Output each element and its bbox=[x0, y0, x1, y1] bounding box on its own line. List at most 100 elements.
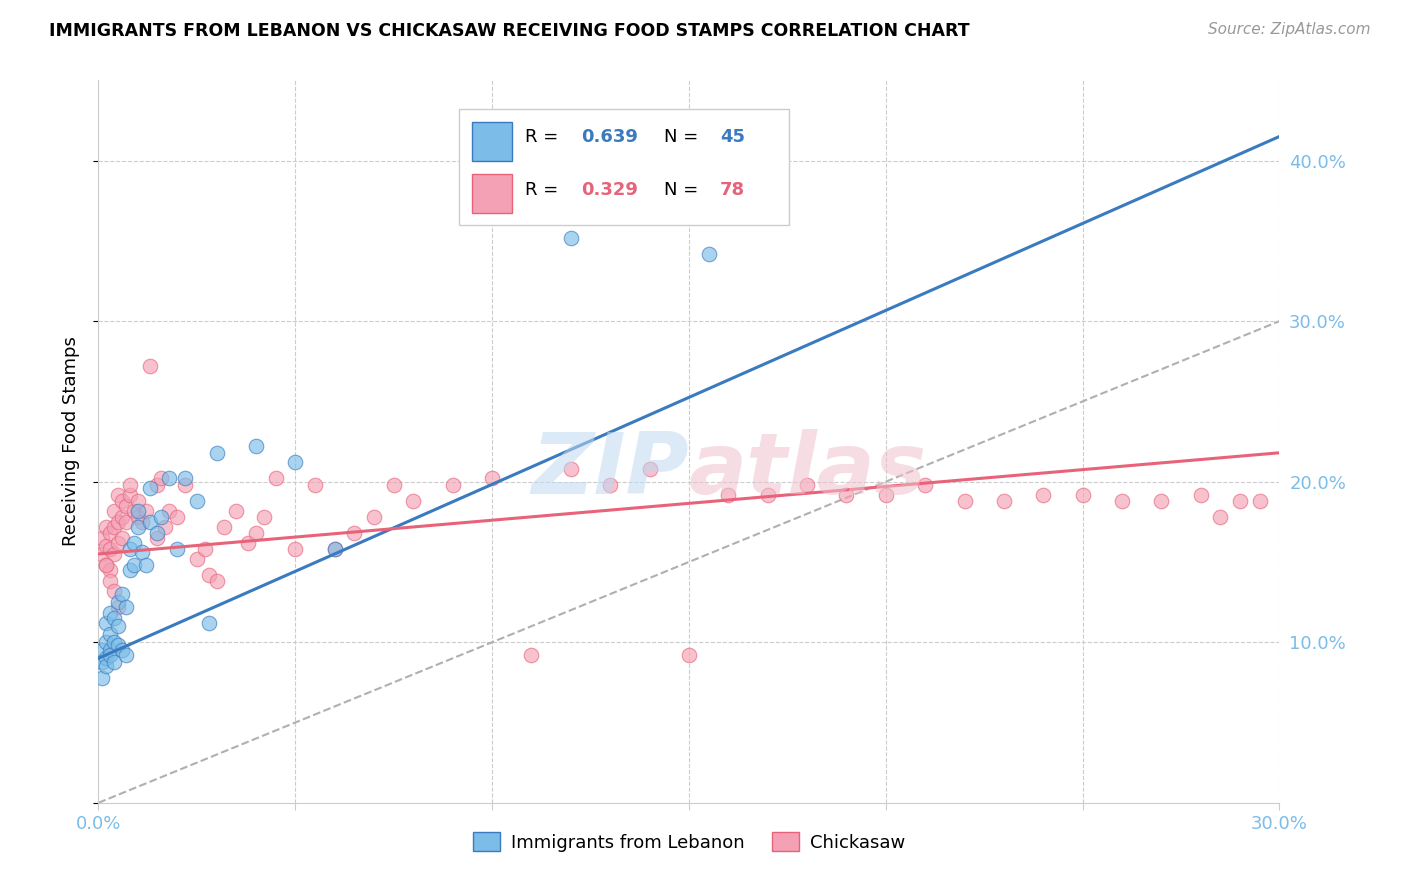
Point bbox=[107, 595, 129, 609]
Point bbox=[197, 567, 219, 582]
Point bbox=[284, 542, 307, 557]
Point bbox=[796, 478, 818, 492]
Point bbox=[1249, 494, 1271, 508]
Point bbox=[264, 471, 287, 485]
Point bbox=[756, 487, 779, 501]
Point bbox=[1209, 510, 1232, 524]
Point bbox=[1150, 494, 1173, 508]
Point bbox=[107, 487, 129, 501]
Point bbox=[441, 478, 464, 492]
Point bbox=[135, 503, 157, 517]
Point bbox=[96, 651, 118, 665]
Point bbox=[91, 671, 114, 685]
Legend: Immigrants from Lebanon, Chickasaw: Immigrants from Lebanon, Chickasaw bbox=[465, 825, 912, 859]
Point bbox=[111, 643, 134, 657]
Point bbox=[245, 439, 267, 453]
Point bbox=[284, 455, 307, 469]
Point bbox=[103, 503, 125, 517]
Point bbox=[1111, 494, 1133, 508]
Point bbox=[111, 510, 134, 524]
Point bbox=[560, 230, 582, 244]
Point bbox=[96, 659, 118, 673]
Point bbox=[122, 535, 145, 549]
Point bbox=[131, 545, 153, 559]
Point bbox=[98, 648, 121, 662]
Point bbox=[118, 487, 141, 501]
Point bbox=[157, 503, 180, 517]
Point bbox=[115, 599, 138, 614]
Point bbox=[98, 542, 121, 557]
Point bbox=[98, 574, 121, 589]
Point bbox=[150, 510, 173, 524]
Point bbox=[146, 531, 169, 545]
Point bbox=[835, 487, 858, 501]
Point bbox=[304, 478, 326, 492]
Point bbox=[103, 583, 125, 598]
Point bbox=[678, 648, 700, 662]
Point bbox=[98, 607, 121, 621]
Point bbox=[363, 510, 385, 524]
Point bbox=[111, 531, 134, 545]
Point bbox=[1071, 487, 1094, 501]
Y-axis label: Receiving Food Stamps: Receiving Food Stamps bbox=[62, 336, 80, 547]
Point bbox=[520, 648, 543, 662]
Point bbox=[127, 494, 149, 508]
Point bbox=[91, 643, 114, 657]
Point bbox=[118, 478, 141, 492]
Point bbox=[717, 487, 740, 501]
Point bbox=[107, 599, 129, 614]
Point bbox=[96, 519, 118, 533]
Point bbox=[150, 471, 173, 485]
Point bbox=[402, 494, 425, 508]
Point bbox=[98, 627, 121, 641]
Point bbox=[118, 542, 141, 557]
Point bbox=[103, 635, 125, 649]
Point bbox=[1229, 494, 1251, 508]
Point bbox=[107, 515, 129, 529]
Point bbox=[953, 494, 976, 508]
Point bbox=[253, 510, 276, 524]
Point bbox=[166, 510, 188, 524]
Point bbox=[122, 503, 145, 517]
Point bbox=[186, 494, 208, 508]
Point bbox=[103, 655, 125, 669]
Point bbox=[91, 547, 114, 561]
Point bbox=[115, 515, 138, 529]
Point bbox=[1189, 487, 1212, 501]
Point bbox=[127, 503, 149, 517]
Point bbox=[118, 563, 141, 577]
Point bbox=[138, 481, 160, 495]
Point bbox=[225, 503, 247, 517]
Point bbox=[96, 539, 118, 553]
Point bbox=[146, 478, 169, 492]
Point bbox=[107, 535, 129, 549]
Point bbox=[166, 542, 188, 557]
Point bbox=[197, 615, 219, 630]
Point bbox=[107, 639, 129, 653]
Text: atlas: atlas bbox=[689, 429, 927, 512]
Point bbox=[96, 635, 118, 649]
Text: ZIP: ZIP bbox=[531, 429, 689, 512]
Point bbox=[103, 611, 125, 625]
Point bbox=[638, 462, 661, 476]
Point bbox=[236, 535, 259, 549]
Point bbox=[138, 515, 160, 529]
Point bbox=[127, 519, 149, 533]
Point bbox=[96, 615, 118, 630]
Point bbox=[1032, 487, 1054, 501]
Point bbox=[91, 531, 114, 545]
Point bbox=[323, 542, 346, 557]
Point bbox=[214, 519, 236, 533]
Point bbox=[186, 551, 208, 566]
Point bbox=[697, 246, 720, 260]
Point bbox=[157, 471, 180, 485]
Point bbox=[138, 359, 160, 373]
Point bbox=[875, 487, 897, 501]
Point bbox=[98, 643, 121, 657]
Point bbox=[115, 499, 138, 513]
Point bbox=[127, 510, 149, 524]
Point bbox=[111, 587, 134, 601]
Point bbox=[194, 542, 217, 557]
Point bbox=[98, 563, 121, 577]
Point bbox=[914, 478, 936, 492]
